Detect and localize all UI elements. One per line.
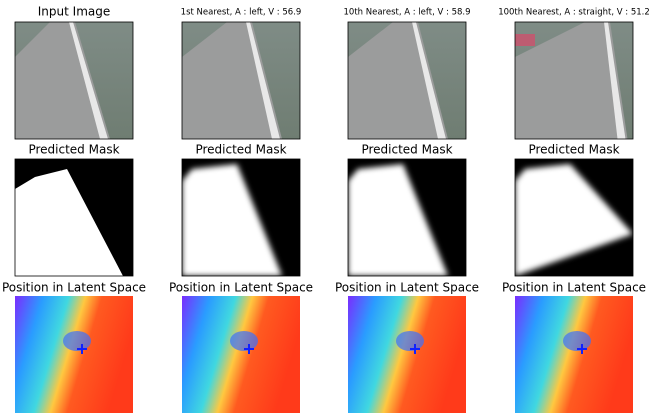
panel-image [514,158,634,277]
border [347,158,467,277]
border [514,21,634,140]
lane-line [69,22,108,139]
panel-image [515,296,633,413]
border [181,21,301,140]
panel-title: Position in Latent Space [2,281,146,295]
panel-title: Predicted Mask [28,143,119,157]
panel-image [347,21,467,140]
panel-image [14,21,134,140]
latent-map [182,296,300,413]
lane-line [246,22,280,139]
border [514,158,634,277]
border [14,21,134,140]
mask-region [182,164,282,276]
road [515,22,628,139]
panel-title: Predicted Mask [528,143,619,157]
panel-title: 10th Nearest, A : left, V : 58.9 [344,8,471,18]
panel-image [14,158,134,277]
latent-map [515,296,633,413]
panel-image [347,158,467,277]
panel-image [182,296,300,413]
latent-blob [396,331,424,351]
panel-title: Input Image [38,5,110,19]
panel-title: Position in Latent Space [335,281,479,295]
border [347,21,467,140]
latent-blob [230,331,258,351]
mask-region [515,164,633,276]
panel-image [181,158,301,277]
panel-image [514,21,634,140]
panel-image [181,21,301,140]
lane-line [604,22,626,139]
panel-title: Predicted Mask [361,143,452,157]
mask-region [348,164,448,276]
road [15,22,110,139]
panel-title: Predicted Mask [195,143,286,157]
panel-image [15,296,133,413]
panel-image [348,296,466,413]
latent-map [348,296,466,413]
latent-blob [63,331,91,351]
panel-title: Position in Latent Space [502,281,646,295]
marker [77,344,87,354]
latent-blob [563,331,591,351]
marker [577,344,587,354]
marker [410,344,420,354]
curb [515,34,535,46]
marker [244,344,254,354]
border [14,158,134,277]
lane-line [412,22,446,139]
panel-title: 1st Nearest, A : left, V : 56.9 [181,8,302,18]
mask-region [15,169,123,276]
border [181,158,301,277]
panel-title: Position in Latent Space [169,281,313,295]
latent-map [15,296,133,413]
panel-title: 100th Nearest, A : straight, V : 51.2 [498,8,650,18]
